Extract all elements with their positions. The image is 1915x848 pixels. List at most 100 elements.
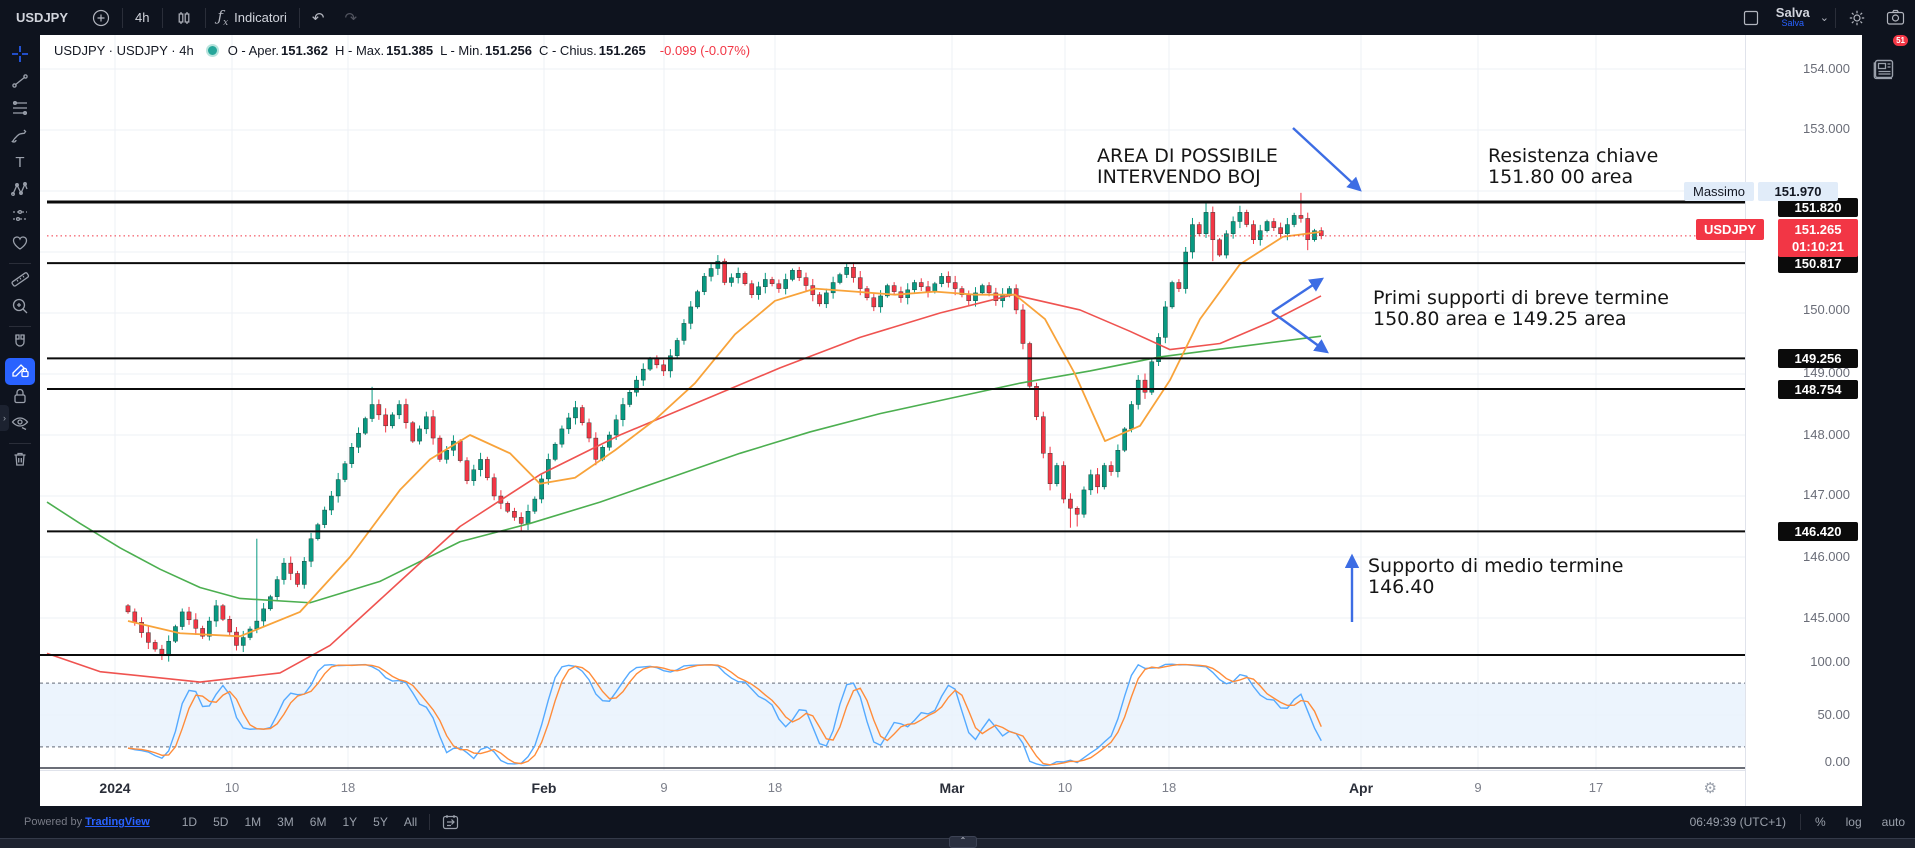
- price-axis-label: 100.00: [1810, 654, 1850, 669]
- fib-lines-tool-button[interactable]: [5, 97, 35, 124]
- toolbar-divider: [429, 814, 431, 830]
- svg-text:T: T: [15, 154, 24, 171]
- trash-tool-button[interactable]: [5, 448, 35, 475]
- clock[interactable]: 06:49:39 (UTC+1): [1689, 815, 1786, 829]
- range-1y-button[interactable]: 1Y: [342, 815, 358, 829]
- price-axis[interactable]: Massimo 151.970 USDJPY 151.265 01:10:21 …: [1684, 35, 1863, 806]
- hide-drawings-tool-button[interactable]: [5, 412, 35, 439]
- high-value: 151.385: [386, 43, 434, 58]
- brush-tool-button[interactable]: [5, 124, 35, 151]
- chart-legend[interactable]: USDJPY · USDJPY · 4h O - Aper. 151.362 H …: [54, 43, 750, 58]
- annotation-resistance[interactable]: Resistenza chiave 151.80 00 area: [1488, 145, 1659, 188]
- percent-scale-button[interactable]: %: [1814, 815, 1826, 829]
- zoom-in-icon: [10, 296, 30, 321]
- ruler-tool-button[interactable]: [5, 268, 35, 295]
- pattern-tool-button[interactable]: [5, 178, 35, 205]
- trend-line-tool-button[interactable]: [5, 70, 35, 97]
- high-label: H - Max.: [335, 43, 385, 58]
- price-axis-label: 148.000: [1803, 427, 1850, 442]
- hide-drawings-icon: [10, 413, 30, 438]
- open-label: O - Aper.: [227, 43, 279, 58]
- symbol-button[interactable]: USDJPY: [16, 10, 69, 25]
- interval-button[interactable]: 4h: [135, 10, 150, 25]
- time-axis-label: 10: [224, 780, 240, 795]
- powered-by: Powered by TradingView: [24, 816, 150, 828]
- time-axis-label: 18: [767, 780, 783, 795]
- news-button[interactable]: [1872, 58, 1904, 88]
- brush-icon: [10, 125, 30, 150]
- range-1m-button[interactable]: 1M: [244, 815, 262, 829]
- save-tooltip: Salva: [1781, 17, 1805, 28]
- bottom-dock-strip: ⌃: [0, 836, 1915, 848]
- edit-lock-icon: [9, 358, 31, 385]
- legend-title: USDJPY · USDJPY · 4h: [54, 43, 194, 58]
- lock-icon: [10, 386, 30, 411]
- time-axis-label: Mar: [939, 780, 965, 796]
- range-all-button[interactable]: All: [403, 815, 418, 829]
- camera-icon: [1886, 9, 1905, 25]
- time-axis-label: 18: [1161, 780, 1177, 795]
- text-tool-icon: T: [10, 152, 30, 177]
- go-to-date-button[interactable]: [434, 806, 467, 838]
- range-6m-button[interactable]: 6M: [309, 815, 327, 829]
- toolbar-divider: [9, 263, 31, 264]
- price-axis-label: 145.000: [1803, 610, 1850, 625]
- compare-add-button[interactable]: [82, 0, 120, 35]
- magnet-icon: [10, 332, 30, 357]
- fib-lines-icon: [10, 98, 30, 123]
- chart-style-button[interactable]: [165, 0, 203, 35]
- range-3m-button[interactable]: 3M: [277, 815, 294, 829]
- crosshair-icon: [10, 44, 30, 69]
- redo-button[interactable]: ↷: [344, 9, 358, 27]
- range-5d-button[interactable]: 5D: [213, 815, 229, 829]
- toolbar-divider: [298, 7, 300, 28]
- massimo-label: Massimo: [1684, 182, 1755, 201]
- range-1d-button[interactable]: 1D: [181, 815, 198, 829]
- settings-button[interactable]: [1838, 0, 1876, 35]
- zoom-in-tool-button[interactable]: [5, 295, 35, 322]
- auto-scale-button[interactable]: auto: [1881, 815, 1905, 829]
- gear-icon: [1849, 10, 1865, 25]
- price-axis-label: 149.000: [1803, 365, 1850, 380]
- time-axis[interactable]: ⚙ 2024 10 18 Feb 9 18 Mar 10 18 Apr 9 17: [40, 770, 1745, 807]
- time-axis-label: 18: [340, 780, 356, 795]
- price-chart[interactable]: [40, 35, 1745, 770]
- time-axis-label: 9: [660, 780, 668, 795]
- text-tool-tool-button[interactable]: T: [5, 151, 35, 178]
- toolbar-right-group: Salva Salva ⌄: [1732, 0, 1915, 35]
- price-axis-label: 146.000: [1803, 549, 1850, 564]
- hline-price-label: 150.817: [1778, 254, 1858, 273]
- layout-button[interactable]: [1732, 0, 1770, 35]
- range-5y-button[interactable]: 5Y: [373, 815, 388, 829]
- pane-settings-gear-icon[interactable]: ⚙: [1703, 780, 1717, 797]
- save-button[interactable]: Salva Salva: [1775, 4, 1810, 28]
- journal-icon: [1873, 59, 1894, 80]
- heart-tool-button[interactable]: [5, 232, 35, 259]
- annotation-short-support[interactable]: Primi supporti di breve termine 150.80 a…: [1373, 287, 1669, 330]
- log-scale-button[interactable]: log: [1845, 815, 1862, 829]
- low-label: L - Min.: [440, 43, 483, 58]
- object-tree-expander[interactable]: ›: [0, 405, 9, 431]
- close-value: 151.265: [598, 43, 646, 58]
- price-axis-label: 154.000: [1803, 61, 1850, 76]
- time-axis-label: 9: [1474, 780, 1482, 795]
- edit-lock-tool-button[interactable]: [5, 358, 35, 385]
- taskbar-reveal-chevron[interactable]: ⌃: [949, 836, 977, 848]
- crosshair-tool-button[interactable]: [5, 43, 35, 70]
- save-dropdown-chevron[interactable]: ⌄: [1819, 12, 1829, 24]
- price-axis-label: 150.000: [1803, 302, 1850, 317]
- indicators-button[interactable]: ƒx Indicatori: [217, 7, 287, 28]
- undo-button[interactable]: ↶: [311, 9, 325, 27]
- lock-tool-button[interactable]: [5, 385, 35, 412]
- price-axis-label: 153.000: [1803, 121, 1850, 136]
- calendar-arrow-icon: [443, 815, 459, 830]
- tradingview-link[interactable]: TradingView: [85, 816, 150, 828]
- position-tool-tool-button[interactable]: [5, 205, 35, 232]
- annotation-boj[interactable]: AREA DI POSSIBILE INTERVENDO BOJ: [1097, 145, 1278, 188]
- annotation-mid-support[interactable]: Supporto di medio termine 146.40: [1368, 555, 1624, 598]
- chart-area[interactable]: USDJPY · USDJPY · 4h O - Aper. 151.362 H …: [40, 35, 1862, 806]
- magnet-tool-button[interactable]: [5, 331, 35, 358]
- toolbar-divider: [1799, 814, 1801, 830]
- time-axis-label: 17: [1588, 780, 1604, 795]
- snapshot-button[interactable]: [1876, 0, 1915, 35]
